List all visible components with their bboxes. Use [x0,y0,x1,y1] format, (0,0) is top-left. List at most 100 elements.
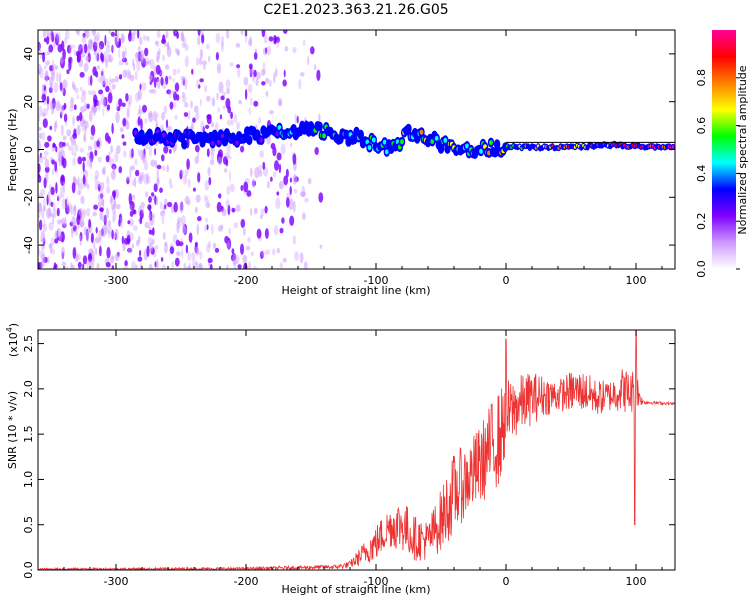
spectrogram-noise-cell [283,69,286,78]
spectrogram-noise-cell [52,215,55,225]
spectrogram-signal-core [358,132,363,138]
spectrogram-noise-cell [165,119,169,128]
spectrogram-signal-core [382,139,387,145]
spectrogram-noise-cell [250,167,253,178]
spectrogram-noise-cell [64,30,70,40]
spectrogram-noise-cell [155,196,159,206]
spectrogram-noise-cell [255,78,259,87]
spectrogram-noise-cell [84,43,88,54]
spectrogram-noise-cell [87,145,93,151]
spectrogram-noise-cell [148,89,154,94]
spectrogram-noise-cell [194,206,198,214]
spectrogram-noise-cell [169,101,174,110]
spectrogram-noise-cell [49,125,53,131]
spectrogram-noise-cell [115,204,121,210]
spectrogram-noise-cell [97,156,102,163]
spectrogram-noise-cell [220,224,224,230]
spectrogram-noise-cell [136,59,141,72]
x-tick-label: -200 [234,274,259,287]
x-tick-label: -200 [234,575,259,588]
spectrogram-noise-cell [129,74,135,82]
spectrogram-noise-cell [111,265,114,269]
spectrogram-noise-cell [83,132,87,143]
spectrogram-noise-cell [160,257,164,262]
spectrogram-noise-cell [79,86,83,92]
spectrogram-noise-cell [261,250,265,257]
spectrogram-noise-cell [221,208,227,217]
snr-series-line [38,330,675,570]
colorbar-tick-label: 0.0 [695,260,708,278]
spectrogram-noise-cell [118,47,121,59]
spectrogram-noise-cell [292,153,297,165]
y-tick-label: 2.0 [22,380,35,398]
spectrogram-noise-cell [53,122,57,133]
spectrogram-noise-cell [68,59,72,71]
spectrogram-noise-cell [236,64,241,69]
x-tick-label: -100 [364,274,389,287]
spectrogram-noise-cell [56,207,60,217]
spectrogram-noise-cell [191,121,194,130]
spectrogram-noise-cell [206,148,210,158]
spectrogram-noise-cell [38,192,43,198]
spectrogram-noise-cell [268,79,272,88]
spectrogram-signal-cell [316,121,323,132]
spectrogram-noise-cell [124,260,128,267]
spectrogram-noise-cell [144,160,149,171]
spectrogram-noise-cell [137,256,143,262]
spectrogram-noise-cell [137,109,142,119]
spectrogram-noise-cell [83,136,86,141]
spectrogram-noise-cell [155,64,161,75]
spectrogram-noise-cell [102,199,105,209]
spectrogram-noise-cell [74,87,79,94]
spectrogram-noise-cell [81,35,87,44]
spectrogram-noise-cell [44,158,50,169]
spectrogram-noise-cell [156,40,160,48]
spectrogram-noise-cell [164,243,168,254]
spectrogram-noise-cell [167,201,173,208]
spectrogram-noise-cell [156,164,162,170]
spectrogram-noise-cell [97,103,101,111]
spectrogram-noise-cell [279,180,284,190]
spectrogram-noise-cell [122,34,125,41]
spectrogram-noise-cell [82,209,86,218]
spectrogram-noise-cell [180,75,186,81]
spectrogram-noise-cell [143,34,147,41]
spectrogram-noise-cell [76,30,80,36]
spectrogram-noise-cell [49,30,53,35]
spectrogram-noise-cell [233,222,239,229]
spectrogram-noise-cell [205,217,208,223]
spectrogram-noise-cell [43,177,47,189]
spectrogram-noise-cell [146,36,150,42]
spectrogram-noise-cell [45,36,50,45]
spectrogram-noise-cell [51,102,56,111]
spectrogram-noise-cell [157,48,161,56]
spectrogram-noise-cell [87,76,91,86]
spectrogram-noise-cell [84,30,90,39]
spectrogram-noise-cell [250,251,254,257]
spectrogram-noise-cell [95,247,98,255]
spectrogram-signal-cell [181,139,188,150]
spectrogram-noise-cell [274,225,279,236]
spectrogram-noise-cell [152,88,157,94]
spectrogram-noise-cell [71,146,75,157]
spectrogram-noise-cell [50,201,54,207]
spectrogram-noise-cell [76,254,81,260]
spectrogram-noise-cell [61,88,65,94]
spectrogram-noise-cell [164,198,168,206]
spectrogram-noise-cell [201,60,207,66]
spectrogram-noise-cell [313,63,317,71]
spectrogram-noise-cell [84,124,88,134]
spectrogram-noise-cell [38,154,41,163]
spectrogram-noise-cell [40,259,45,268]
spectrogram-noise-cell [283,30,288,34]
y-tick-label: 1.5 [22,425,35,443]
spectrogram-noise-cell [161,165,166,172]
spectrogram-noise-cell [172,102,177,109]
spectrogram-noise-cell [165,75,169,85]
spectrogram-noise-cell [93,94,98,105]
spectrogram-noise-cell [318,113,321,124]
spectrogram-noise-cell [281,217,285,224]
spectrogram-noise-cell [108,30,111,34]
spectrogram-noise-cell [201,34,205,44]
spectrogram-noise-cell [116,101,119,110]
